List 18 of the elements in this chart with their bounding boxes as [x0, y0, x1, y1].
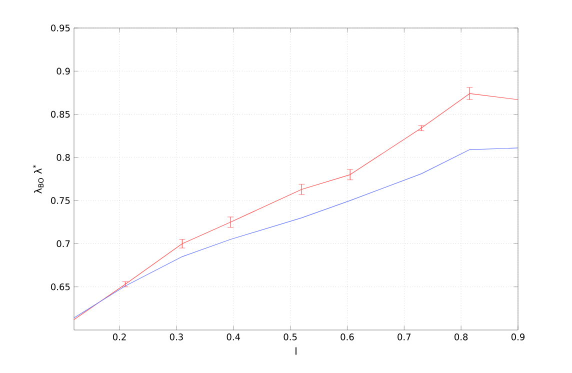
x-tick-label: 0.4 — [226, 334, 240, 340]
y-tick-label: 0.95 — [51, 24, 70, 32]
y-tick-label: 0.65 — [51, 283, 70, 290]
x-tick-label: 0.6 — [340, 334, 354, 340]
y-tick-label: 0.8 — [56, 154, 70, 161]
y-axis-title: λ$_{BO}$ λ$^{*}$ — [32, 164, 44, 194]
y-tick-label: 0.75 — [51, 197, 70, 204]
y-tick-label: 0.7 — [56, 240, 70, 248]
x-tick-label: 0.3 — [170, 334, 183, 340]
line-series — [74, 93, 518, 320]
x-tick-label: 0.8 — [454, 334, 468, 340]
y-tick-label: 0.9 — [56, 68, 70, 75]
x-tick-label: 0.9 — [511, 334, 525, 340]
x-tick-label: 0.2 — [112, 334, 126, 340]
line-series — [74, 148, 518, 318]
y-tick-label: 0.85 — [51, 110, 70, 118]
x-tick-label: 0.5 — [284, 334, 297, 340]
x-tick-label: 0.7 — [398, 334, 411, 340]
